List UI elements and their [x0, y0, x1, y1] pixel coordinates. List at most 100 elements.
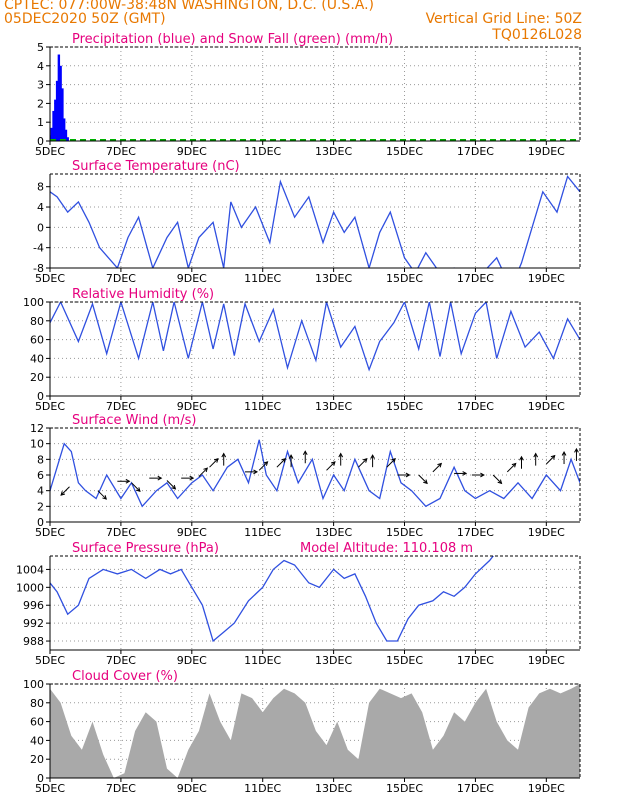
y-tick-label: 80 [30, 697, 44, 710]
header-grid-line: Vertical Grid Line: 50Z [425, 11, 582, 27]
wind-arrow-head [497, 479, 503, 485]
y-tick-label: 992 [23, 617, 44, 630]
wind-arrow-head [338, 452, 344, 458]
wind-arrow-head [135, 487, 141, 492]
y-tick-label: 0 [37, 516, 44, 529]
y-tick-label: 60 [30, 334, 44, 347]
wind-arrow-head [405, 472, 411, 478]
y-tick-label: 60 [30, 716, 44, 729]
y-tick-label: 1 [37, 116, 44, 129]
wind-arrow-head [203, 467, 209, 473]
panel-data-rh [50, 302, 580, 372]
x-tick-label: 17DEC [457, 145, 494, 158]
y-tick-label: 20 [30, 753, 44, 766]
y-tick-label: 5 [37, 41, 44, 54]
x-tick-label: 9DEC [177, 400, 207, 413]
y-tick-label: 40 [30, 734, 44, 747]
panel-subtitle: Model Altitude: 110.108 m [300, 541, 473, 556]
x-tick-label: 7DEC [106, 654, 136, 667]
wind-arrow-shaft [198, 467, 208, 477]
wind-arrow-head [102, 495, 107, 500]
wind-arrow-head [574, 447, 579, 453]
wind-arrow-shaft [358, 458, 368, 468]
wind-arrow-shaft [506, 463, 517, 473]
x-tick-label: 15DEC [386, 145, 423, 158]
wind-arrow-head [253, 469, 259, 475]
x-tick-label: 9DEC [177, 782, 207, 795]
wind-arrow-head [221, 452, 227, 458]
y-tick-label: 1004 [16, 563, 44, 576]
panel-title: Surface Pressure (hPa) [72, 541, 219, 556]
y-tick-label: 0 [37, 221, 44, 234]
pressure-line [50, 556, 494, 643]
wind-arrow-head [550, 454, 556, 460]
wind-arrow-head [391, 458, 396, 463]
panel-rh: 0 20 40 60 80 100 5DEC 7DEC 9DEC 11DEC 13DEC 15DEC 1… [23, 287, 581, 413]
header-run-id: TQ0126L028 [492, 27, 582, 43]
panel-title: Surface Temperature (nC) [72, 159, 240, 174]
x-tick-label: 5DEC [35, 782, 65, 795]
y-tick-label: 0 [37, 135, 44, 148]
y-tick-label: 1000 [16, 581, 44, 594]
wind-arrow-shaft [386, 458, 396, 468]
y-tick-label: 12 [30, 422, 44, 435]
precip-bar [61, 88, 64, 141]
x-tick-label: 11DEC [244, 782, 281, 795]
wind-arrow-head [189, 475, 195, 481]
wind-arrow-shaft [166, 480, 176, 490]
precip-bar [64, 129, 68, 141]
x-tick-label: 17DEC [457, 272, 494, 285]
x-tick-label: 17DEC [457, 654, 494, 667]
y-tick-label: 8 [37, 181, 44, 194]
y-tick-label: 2 [37, 97, 44, 110]
x-tick-label: 9DEC [177, 272, 207, 285]
x-tick-label: 7DEC [106, 272, 136, 285]
y-tick-label: 6 [37, 469, 44, 482]
panel-data-cloud [50, 684, 580, 778]
x-tick-label: 13DEC [315, 654, 352, 667]
header-datetime: 05DEC2020 50Z (GMT) [4, 11, 166, 27]
wind-arrow-head [370, 454, 375, 459]
x-tick-label: 13DEC [315, 272, 352, 285]
wind-arrow-head [519, 455, 524, 461]
x-tick-label: 5DEC [35, 400, 65, 413]
wind-arrow-shaft [97, 490, 107, 500]
panel-data-temp [50, 175, 580, 268]
wind-arrow-shaft [326, 461, 336, 471]
cloud-cover-area [50, 684, 580, 778]
x-tick-label: 19DEC [528, 272, 565, 285]
panel-title: Precipitation (blue) and Snow Fall (gree… [72, 32, 393, 47]
x-tick-label: 19DEC [528, 400, 565, 413]
panel-data-pressure [50, 556, 494, 643]
rh-line [50, 302, 580, 372]
panel-data-wind [50, 439, 580, 508]
y-tick-label: 3 [37, 79, 44, 92]
y-tick-label: 8 [37, 453, 44, 466]
x-tick-label: 5DEC [35, 526, 65, 539]
temp-line [50, 175, 580, 268]
wind-arrow-head [125, 478, 131, 484]
wind-arrow-head [437, 462, 443, 468]
precip-bar [59, 65, 62, 141]
y-tick-label: 4 [37, 485, 44, 498]
panel-temp: -8 -4 0 4 8 5DEC 7DEC 9DEC 11DEC 13DEC 15DEC 17DEC 1… [33, 159, 581, 285]
x-tick-label: 11DEC [244, 145, 281, 158]
precip-bar [54, 99, 57, 141]
x-tick-label: 17DEC [457, 526, 494, 539]
wind-arrow-head [362, 458, 368, 463]
x-tick-label: 13DEC [315, 400, 352, 413]
precip-bar [55, 80, 59, 141]
wind-arrow-shaft [60, 486, 70, 496]
wind-arrow-head [60, 491, 66, 496]
wind-arrow-head [511, 462, 517, 468]
y-tick-label: 0 [37, 390, 44, 403]
x-tick-label: 13DEC [315, 526, 352, 539]
x-tick-label: 13DEC [315, 782, 352, 795]
x-tick-label: 7DEC [106, 400, 136, 413]
y-tick-label: 4 [37, 201, 44, 214]
x-tick-label: 15DEC [386, 654, 423, 667]
wind-arrow-head [561, 450, 567, 456]
x-tick-label: 7DEC [106, 782, 136, 795]
wind-arrow-head [263, 461, 269, 466]
